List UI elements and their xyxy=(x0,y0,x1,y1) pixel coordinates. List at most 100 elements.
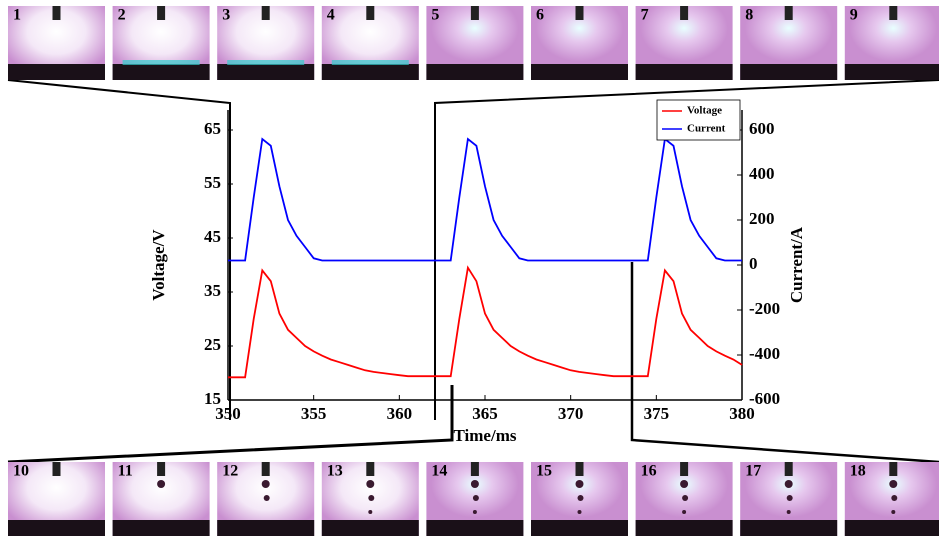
photo-electrode xyxy=(261,462,270,476)
frame-label: 5 xyxy=(431,7,439,24)
y2-axis-label: Current/A xyxy=(787,226,806,303)
y2-tick-label: -600 xyxy=(749,389,780,408)
frame-label: 4 xyxy=(327,7,335,24)
photo-ground xyxy=(426,64,524,80)
y-tick-label: 15 xyxy=(204,389,221,408)
legend-label: Current xyxy=(687,123,726,135)
photo-droplet xyxy=(263,495,270,501)
y-tick-label: 45 xyxy=(204,227,221,246)
photo-droplet xyxy=(682,510,687,514)
y-tick-label: 55 xyxy=(204,173,221,192)
photo-electrode xyxy=(470,6,479,20)
photo-electrode xyxy=(680,462,689,476)
frame-label: 12 xyxy=(222,463,238,480)
photo-ground xyxy=(635,64,733,80)
y2-tick-label: 600 xyxy=(749,119,775,138)
legend-label: Voltage xyxy=(687,105,722,117)
frame-label: 11 xyxy=(118,463,133,480)
photo-ground xyxy=(531,520,628,536)
photo-droplet xyxy=(261,480,270,488)
y-tick-label: 35 xyxy=(204,281,221,300)
photo-arc-base xyxy=(331,60,409,65)
photo-ground xyxy=(531,64,628,80)
photo-droplet xyxy=(366,480,375,488)
frame-label: 6 xyxy=(536,7,544,24)
x-tick-label: 360 xyxy=(387,404,413,423)
photo-electrode xyxy=(157,462,166,476)
photo-droplet xyxy=(368,510,373,514)
frame-label: 14 xyxy=(431,463,447,480)
legend-box xyxy=(656,99,741,141)
photo-electrode xyxy=(784,462,793,476)
photo-arc-base xyxy=(227,60,305,65)
frame-label: 17 xyxy=(745,463,761,480)
x-tick-label: 355 xyxy=(301,404,327,423)
photo-ground xyxy=(112,520,210,536)
photo-droplet xyxy=(472,510,477,514)
photo-electrode xyxy=(366,462,375,476)
x-tick-label: 380 xyxy=(729,404,755,423)
frame-label: 18 xyxy=(850,463,866,480)
photo-droplet xyxy=(157,480,166,488)
photo-electrode xyxy=(52,6,61,20)
photo-ground xyxy=(217,520,315,536)
photo-electrode xyxy=(680,6,689,20)
y2-tick-label: 200 xyxy=(749,209,775,228)
photo-droplet xyxy=(786,495,793,501)
photo-ground xyxy=(844,64,939,80)
frame-label: 10 xyxy=(13,463,29,480)
frame-label: 7 xyxy=(641,7,649,24)
photo-droplet xyxy=(368,495,375,501)
series-line xyxy=(228,265,743,379)
y2-tick-label: -400 xyxy=(749,344,780,363)
frame-label: 13 xyxy=(327,463,343,480)
photo-droplet xyxy=(891,495,898,501)
y2-tick-label: 400 xyxy=(749,164,775,183)
photo-droplet xyxy=(682,495,689,501)
y-tick-label: 25 xyxy=(204,335,221,354)
photo-electrode xyxy=(470,462,479,476)
frame-label: 1 xyxy=(13,7,21,24)
frame-label: 16 xyxy=(641,463,657,480)
photo-ground xyxy=(426,520,524,536)
frame-label: 9 xyxy=(850,7,858,24)
photo-droplet xyxy=(891,510,896,514)
y-tick-label: 65 xyxy=(204,119,221,138)
photo-droplet xyxy=(889,480,898,488)
photo-ground xyxy=(8,520,105,536)
x-tick-label: 350 xyxy=(215,404,241,423)
y-axis-label: Voltage/V xyxy=(149,229,168,301)
photo-arc-base xyxy=(122,60,200,65)
photo-ground xyxy=(635,520,733,536)
photo-droplet xyxy=(784,480,793,488)
photo-droplet xyxy=(577,495,584,501)
photo-ground xyxy=(740,520,838,536)
photo-electrode xyxy=(575,6,584,20)
photo-droplet xyxy=(575,480,584,488)
photo-electrode xyxy=(889,6,898,20)
frame-label: 3 xyxy=(222,7,230,24)
photo-ground xyxy=(217,64,315,80)
photo-electrode xyxy=(261,6,270,20)
photo-ground xyxy=(321,520,419,536)
photo-droplet xyxy=(472,495,479,501)
photo-electrode xyxy=(366,6,375,20)
photo-ground xyxy=(321,64,419,80)
x-axis-label: Time/ms xyxy=(454,426,517,445)
photo-electrode xyxy=(52,462,61,476)
photo-electrode xyxy=(157,6,166,20)
y2-tick-label: -200 xyxy=(749,299,780,318)
photo-electrode xyxy=(784,6,793,20)
series-line xyxy=(228,137,742,262)
photo-ground xyxy=(740,64,838,80)
frame-label: 15 xyxy=(536,463,552,480)
photo-electrode xyxy=(889,462,898,476)
photo-droplet xyxy=(786,510,791,514)
photo-electrode xyxy=(575,462,584,476)
y2-tick-label: 0 xyxy=(749,254,758,273)
photo-droplet xyxy=(470,480,479,488)
photo-ground xyxy=(844,520,939,536)
frame-label: 2 xyxy=(118,7,126,24)
frame-label: 8 xyxy=(745,7,753,24)
